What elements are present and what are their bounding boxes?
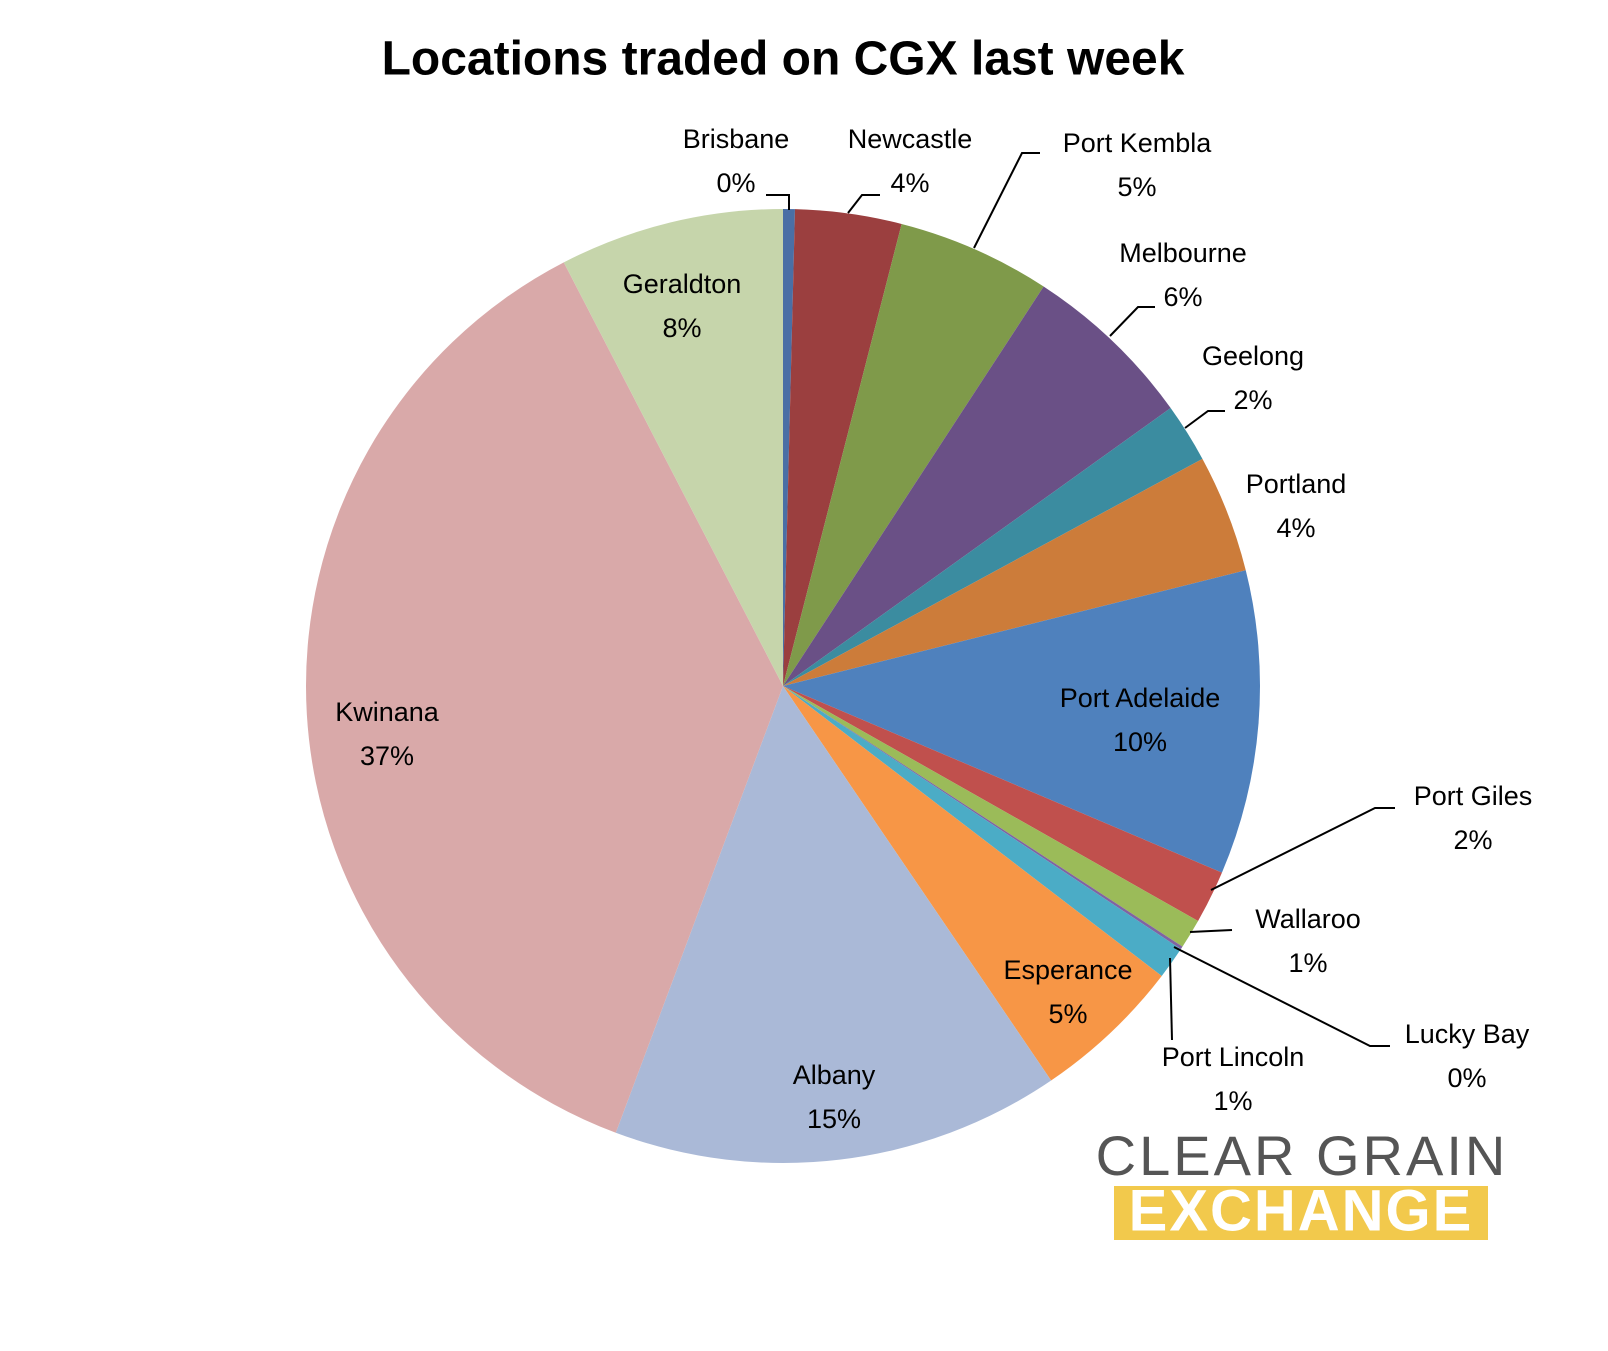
value-label: 37%	[360, 741, 414, 771]
pie-slice	[783, 570, 1260, 873]
pie-slice	[615, 686, 1052, 1163]
value-label: 0%	[1447, 1063, 1486, 1093]
leader-line	[847, 194, 880, 214]
pie-slice	[783, 286, 1171, 686]
leader-line	[1173, 946, 1390, 1047]
value-label: 4%	[890, 168, 929, 198]
value-label: 8%	[662, 313, 701, 343]
value-label: 5%	[1048, 999, 1087, 1029]
value-label: 2%	[1233, 385, 1272, 415]
slice-label: Port Adelaide	[1060, 683, 1221, 713]
logo-band	[1114, 1186, 1488, 1240]
value-label: 2%	[1453, 825, 1492, 855]
pie-slice	[563, 209, 783, 686]
pie-slice	[783, 209, 795, 686]
slice-label: Port Giles	[1414, 781, 1533, 811]
value-label: 6%	[1163, 282, 1202, 312]
slice-label: Albany	[793, 1060, 876, 1090]
slice-label: Port Lincoln	[1162, 1042, 1305, 1072]
value-label: 10%	[1113, 727, 1167, 757]
leader-line	[1184, 410, 1225, 429]
value-label: 0%	[716, 168, 755, 198]
slice-label: Portland	[1246, 469, 1347, 499]
slice-label: Melbourne	[1119, 238, 1247, 268]
leader-line	[973, 152, 1040, 249]
value-label: 1%	[1213, 1086, 1252, 1116]
logo: CLEAR GRAIN EXCHANGE	[1096, 1124, 1509, 1244]
pie-slice	[783, 686, 1181, 976]
value-label: 15%	[807, 1104, 861, 1134]
pie	[305, 209, 1260, 1163]
slice-label: Geelong	[1202, 341, 1304, 371]
pie-slice	[305, 262, 783, 1133]
leader-line	[766, 194, 790, 210]
slice-label: Brisbane	[683, 124, 790, 154]
slice-label: Wallaroo	[1255, 904, 1361, 934]
pie-slice	[783, 223, 1044, 686]
logo-text: EXCHANGE	[1129, 1178, 1474, 1243]
pie-slice	[783, 686, 1222, 922]
value-label: 5%	[1117, 172, 1156, 202]
pie-slice	[783, 458, 1246, 686]
pie-slice	[783, 686, 1199, 947]
leader-line	[1169, 957, 1173, 1041]
slice-label: Esperance	[1003, 955, 1132, 985]
slice-label: Lucky Bay	[1405, 1019, 1530, 1049]
pie-slice	[783, 408, 1203, 686]
slice-label: Port Kembla	[1063, 128, 1213, 158]
leader-line	[1109, 306, 1155, 337]
pie-slice	[783, 209, 902, 686]
leader-line	[1189, 929, 1233, 933]
slice-label: Newcastle	[848, 124, 973, 154]
slice-label: Geraldton	[623, 269, 742, 299]
value-label: 1%	[1288, 948, 1327, 978]
pie-slice	[783, 686, 1162, 1081]
slice-label: Kwinana	[335, 697, 440, 727]
logo-text: CLEAR GRAIN	[1096, 1124, 1509, 1187]
pie-slice	[783, 686, 1183, 950]
chart-title: Locations traded on CGX last week	[382, 33, 1185, 86]
leader-line	[1210, 807, 1395, 891]
value-label: 4%	[1276, 513, 1315, 543]
